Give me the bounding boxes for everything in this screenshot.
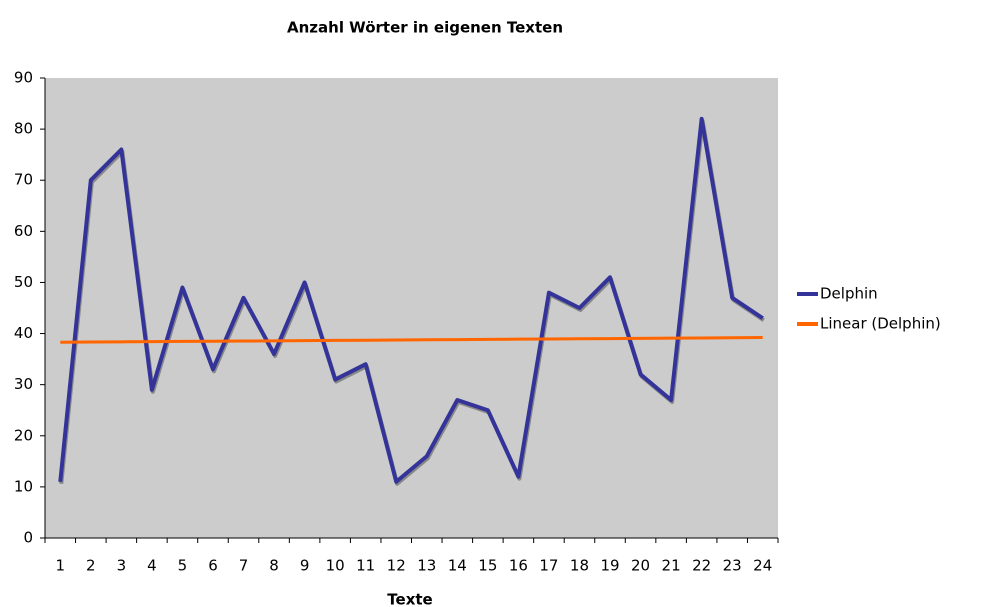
x-tick-label: 17 — [539, 557, 558, 575]
x-tick-label: 13 — [417, 557, 436, 575]
x-tick-label: 11 — [356, 557, 375, 575]
x-tick-label: 12 — [387, 557, 406, 575]
y-tick-label: 0 — [23, 529, 33, 547]
x-axis-label: Texte — [387, 591, 432, 607]
x-tick-label: 15 — [478, 557, 497, 575]
y-tick-label: 10 — [14, 477, 33, 495]
y-tick-label: 80 — [14, 120, 33, 138]
series-line — [58, 116, 764, 484]
y-tick-label: 30 — [14, 375, 33, 393]
y-tick-label: 70 — [14, 171, 33, 189]
x-tick-label: 6 — [208, 557, 218, 575]
y-tick-label: 20 — [14, 426, 33, 444]
x-tick-label: 4 — [147, 557, 157, 575]
x-tick-label: 23 — [723, 557, 742, 575]
y-tick-label: 50 — [14, 273, 33, 291]
x-tick-label: 14 — [448, 557, 467, 575]
plot-area — [45, 78, 778, 538]
y-tick-label: 90 — [14, 69, 33, 87]
x-tick-label: 8 — [269, 557, 279, 575]
x-tick-label: 22 — [692, 557, 711, 575]
x-tick-label: 20 — [631, 557, 650, 575]
x-tick-label: 2 — [86, 557, 96, 575]
y-tick-label: 40 — [14, 324, 33, 342]
x-tick-label: 9 — [300, 557, 310, 575]
legend-label: Linear (Delphin) — [820, 315, 941, 333]
x-tick-label: 7 — [239, 557, 249, 575]
x-tick-label: 24 — [753, 557, 772, 575]
x-tick-label: 5 — [178, 557, 188, 575]
x-tick-label: 10 — [326, 557, 345, 575]
series-line — [60, 336, 763, 344]
x-tick-label: 16 — [509, 557, 528, 575]
chart-title: Anzahl Wörter in eigenen Texten — [287, 19, 563, 37]
x-tick-label: 1 — [55, 557, 65, 575]
y-tick-label: 60 — [14, 222, 33, 240]
x-tick-label: 19 — [600, 557, 619, 575]
x-tick-label: 21 — [662, 557, 681, 575]
legend-label: Delphin — [820, 285, 878, 303]
x-tick-label: 3 — [117, 557, 127, 575]
x-tick-label: 18 — [570, 557, 589, 575]
